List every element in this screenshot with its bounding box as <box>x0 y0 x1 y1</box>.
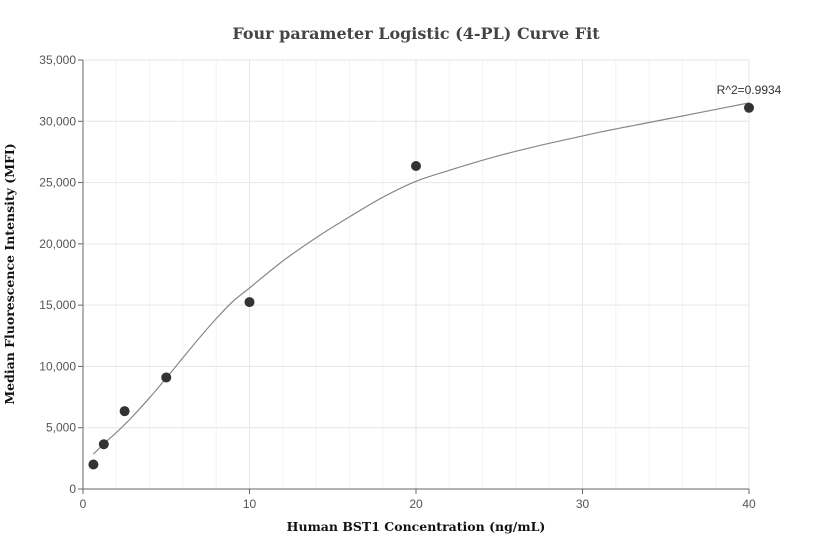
x-tick-label: 30 <box>576 497 590 511</box>
x-axis-title: Human BST1 Concentration (ng/mL) <box>287 519 546 534</box>
y-axis-title: Median Fluorescence Intensity (MFI) <box>2 143 17 404</box>
chart-title: Four parameter Logistic (4-PL) Curve Fit <box>232 24 600 43</box>
y-tick-label: 0 <box>69 482 76 496</box>
data-point <box>244 297 255 308</box>
r-squared-annotation: R^2=0.9934 <box>717 83 782 97</box>
y-tick-label: 5,000 <box>46 421 76 435</box>
data-point <box>98 439 109 450</box>
tick-labels: 0 5,000 10,000 15,000 20,000 25,000 30,000 35,0… <box>39 53 756 511</box>
minor-grid <box>115 60 717 489</box>
major-grid <box>83 59 750 489</box>
y-tick-label: 20,000 <box>39 237 76 251</box>
x-tick-label: 10 <box>243 497 257 511</box>
data-point <box>744 102 754 113</box>
data-point <box>161 372 172 383</box>
x-tick-label: 40 <box>742 497 756 511</box>
x-tick-label: 0 <box>80 497 87 511</box>
y-tick-label: 30,000 <box>39 114 76 128</box>
x-tick-label: 20 <box>409 497 423 511</box>
y-tick-label: 25,000 <box>39 176 76 190</box>
data-point <box>411 161 421 172</box>
axes <box>78 59 750 494</box>
fit-curve <box>92 102 750 455</box>
y-tick-label: 15,000 <box>39 298 76 312</box>
y-tick-label: 35,000 <box>39 53 76 67</box>
data-point <box>88 459 99 470</box>
y-tick-label: 10,000 <box>39 359 76 373</box>
data-points <box>88 102 754 470</box>
data-point <box>119 406 130 417</box>
